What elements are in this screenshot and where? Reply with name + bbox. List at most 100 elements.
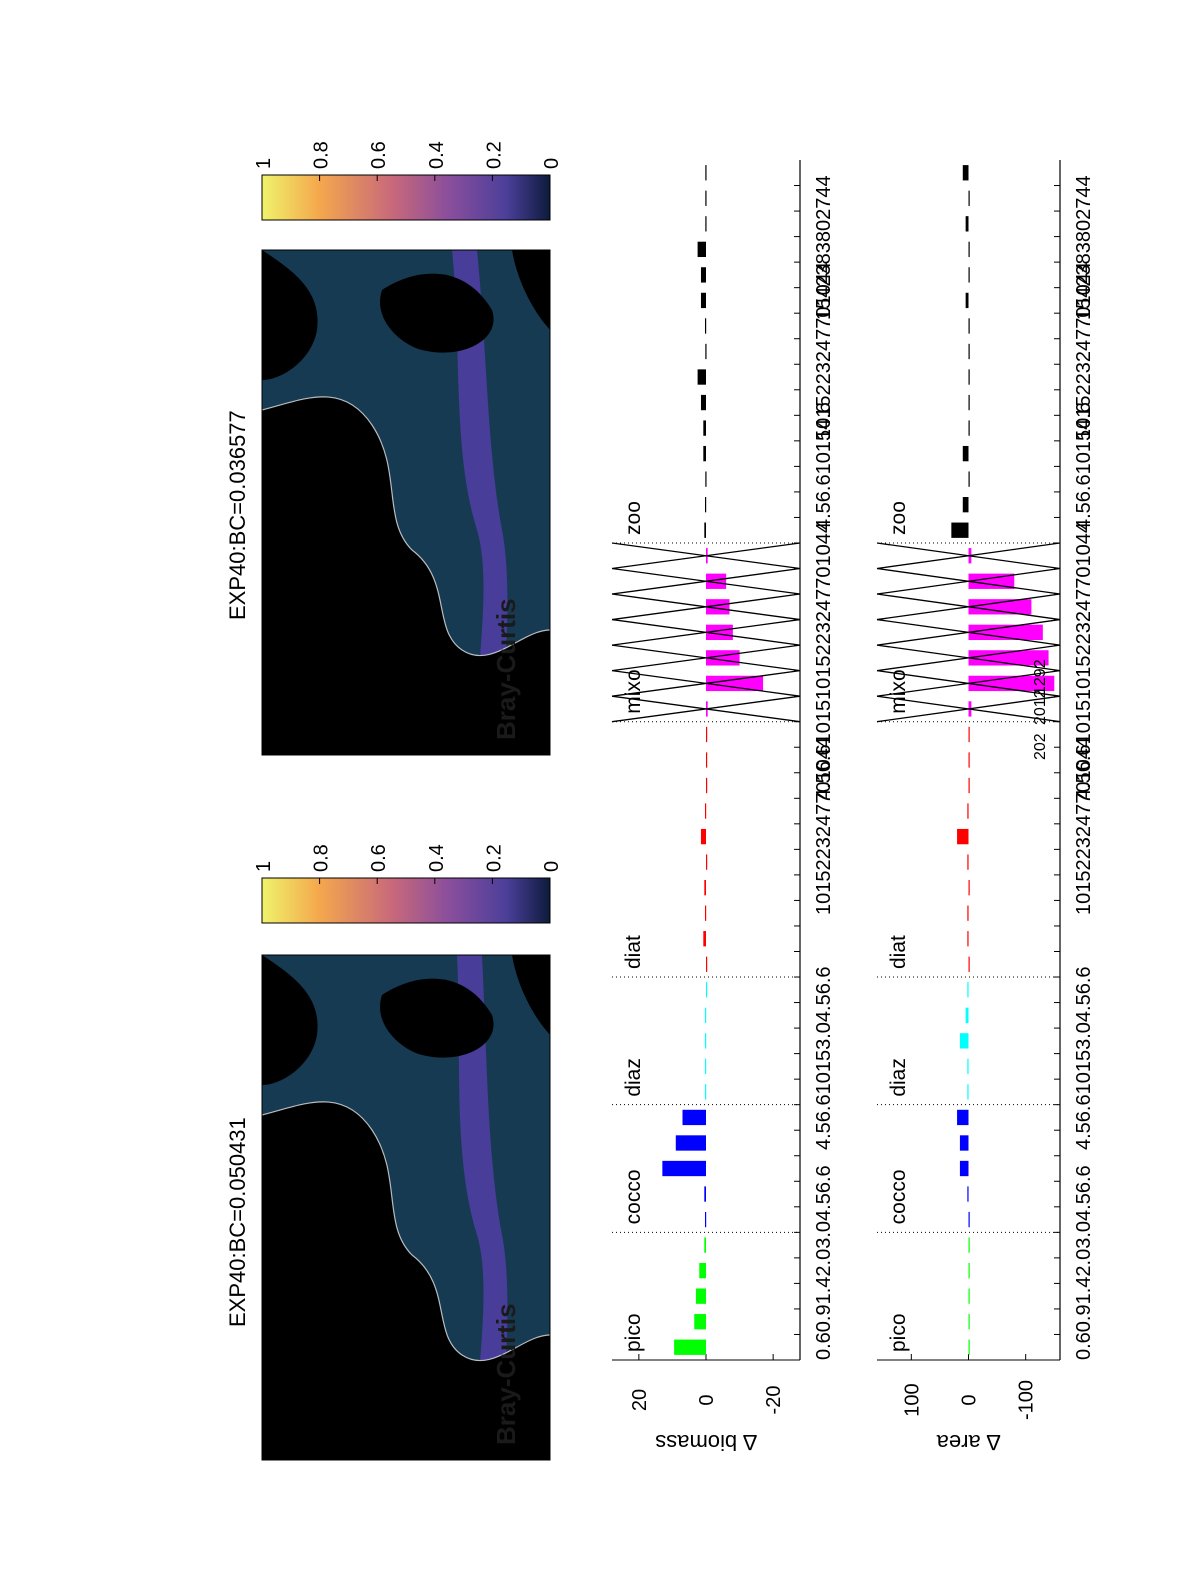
bar-zoo: [704, 497, 707, 513]
bar-mixo: [706, 650, 740, 666]
category-tick-label-strip: 4.56.610153.04.56.6: [813, 966, 835, 1150]
bar-zoo: [697, 241, 706, 258]
group-label-diat: diat: [622, 935, 645, 969]
map-land-1b: [262, 955, 318, 1085]
bar-diat: [967, 854, 969, 870]
bar-mixo: [968, 599, 1032, 615]
bar-cocco: [704, 1211, 707, 1228]
group-label-mixo: mixo: [887, 669, 910, 713]
bar-mixo: [706, 675, 764, 692]
inner-label: 202: [1032, 733, 1049, 760]
bar-diaz: [967, 1084, 969, 1100]
value-tick-label: 100: [901, 1383, 923, 1416]
group-label-pico: pico: [622, 1313, 645, 1352]
colorbar-tick-label: 0.2: [483, 141, 505, 169]
bar-zoo: [968, 394, 970, 411]
bar-zoo: [705, 216, 707, 232]
category-tick-label-strip: 4.56.610153.04.56.6: [1073, 966, 1095, 1150]
cross-line: [611, 593, 801, 621]
map-band-1: [457, 955, 508, 1460]
bar-pico: [968, 1262, 970, 1279]
colorbar-tick-label: 0.8: [311, 844, 333, 872]
bar-zoo: [968, 190, 970, 206]
bar-pico: [968, 1288, 970, 1304]
map-land-1c: [380, 978, 494, 1058]
bar-zoo: [951, 522, 969, 538]
map-label-1: Bray-Curtis: [491, 1303, 521, 1445]
map-label-2: Bray-Curtis: [491, 598, 521, 740]
bar-diaz: [967, 1058, 969, 1075]
map-border-2: [261, 249, 551, 756]
bar-pico: [968, 1237, 970, 1253]
category-tick-label-strip: 1015223247701044: [1073, 522, 1095, 700]
bar-zoo: [968, 241, 970, 258]
bar-zoo: [703, 420, 706, 436]
map-land-2a: [262, 396, 550, 755]
bar-zoo: [700, 267, 706, 283]
bar-diaz: [704, 1084, 707, 1100]
bar-cocco: [675, 1135, 706, 1151]
bar-diat: [968, 777, 970, 794]
bar-diaz: [967, 982, 969, 998]
value-axis-label: ∆ biomass: [655, 1430, 757, 1455]
map-land-2b: [262, 250, 318, 380]
map-land-1d: [512, 955, 550, 1035]
bar-zoo: [968, 369, 970, 385]
bar-mixo: [706, 573, 727, 589]
colorbar-tick-label: 0.4: [426, 141, 448, 169]
bar-diaz: [959, 1033, 969, 1049]
bar-zoo: [705, 190, 707, 206]
map-band-2: [452, 250, 508, 755]
bar-diaz: [704, 1007, 707, 1023]
category-tick-label-strip: 1015223247701044: [813, 522, 835, 700]
bar-diat: [967, 803, 969, 819]
map-coast-1: [261, 1101, 551, 1362]
colorbar-tick-label: 0.4: [426, 844, 448, 872]
colorbar-tick-label: 0.2: [483, 844, 505, 872]
bar-diat: [706, 726, 708, 743]
bar-diat: [706, 854, 708, 870]
category-tick-label-strip: 4.56.610154.6: [1073, 402, 1095, 530]
inner-label: 2012: [1032, 689, 1049, 725]
colorbar-tick-label: 1: [253, 158, 275, 169]
cross-line: [611, 542, 801, 570]
bar-zoo: [705, 471, 707, 487]
bar-zoo: [965, 292, 969, 309]
category-tick-label-strip: 1015223247701044: [813, 262, 835, 440]
group-label-cocco: cocco: [622, 1169, 645, 1224]
bar-cocco: [967, 1186, 969, 1202]
bar-diat: [706, 752, 708, 768]
panel-area: 100 0 -100 ∆ area pico cocco diaz diat mixo zoo: [876, 160, 1061, 1455]
category-tick-label-strip: 1542383802744: [1073, 175, 1095, 320]
group-label-diaz: diaz: [887, 1058, 910, 1097]
bar-zoo: [705, 343, 707, 360]
bar-pico: [968, 1314, 970, 1330]
cross-line: [611, 618, 801, 646]
bar-zoo: [962, 165, 969, 181]
category-tick-label-strip: 1542383802744: [813, 175, 835, 320]
bar-zoo: [968, 267, 970, 283]
cross-line: [611, 669, 801, 697]
category-tick-label-strip: 4.56.61015: [1073, 700, 1095, 800]
bar-zoo: [968, 420, 970, 436]
value-tick-label: -20: [763, 1386, 785, 1415]
colorbar-2: 1 0.8 0.6 0.4 0.2 0: [253, 141, 563, 221]
bar-zoo: [968, 318, 970, 334]
category-tick-label-strip: 0.60.91.42.03.04.56.6: [813, 1165, 835, 1360]
bar-diat: [968, 752, 970, 768]
bar-mixo: [968, 650, 1049, 666]
map-land-1a: [262, 1101, 550, 1460]
group-label-diat: diat: [887, 935, 910, 969]
bar-mixo: [968, 573, 1015, 589]
map-title-1: EXP40:BC=0.050431: [225, 1117, 250, 1327]
value-tick-label: -100: [1016, 1380, 1038, 1420]
bar-zoo: [700, 292, 706, 309]
bar-diat: [957, 828, 969, 845]
category-tick-label-strip: 0.60.91.42.03.04.56.6: [1073, 1165, 1095, 1360]
bar-diat: [967, 931, 969, 947]
bar-zoo: [704, 318, 707, 334]
map-border-1: [261, 954, 551, 1461]
bar-diat: [704, 803, 707, 819]
bar-cocco: [959, 1160, 969, 1177]
